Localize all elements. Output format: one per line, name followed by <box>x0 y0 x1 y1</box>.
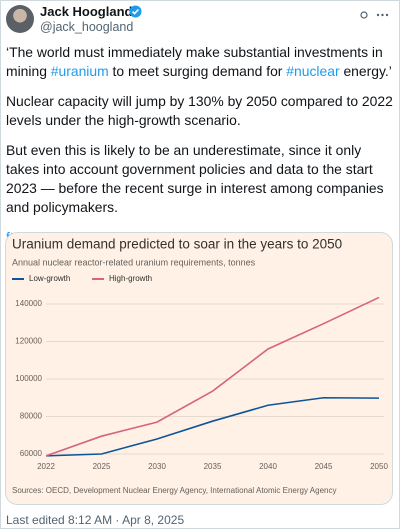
data-line <box>45 296 380 457</box>
x-tick-label: 2040 <box>259 462 277 471</box>
text: But even this is likely to be an underes… <box>6 142 384 215</box>
y-tick-label: 60000 <box>20 449 43 458</box>
x-tick-label: 2030 <box>148 462 166 471</box>
y-tick-label: 80000 <box>20 412 43 421</box>
chart-title: Uranium demand predicted to soar in the … <box>12 237 342 252</box>
x-tick-label: 2022 <box>37 462 55 471</box>
x-tick-label: 2050 <box>370 462 388 471</box>
legend-label: High-growth <box>109 274 152 283</box>
text: energy.’ <box>339 63 392 79</box>
avatar[interactable] <box>6 5 34 33</box>
paragraph: Nuclear capacity will jump by 130% by 20… <box>6 92 396 130</box>
legend-label: Low-growth <box>29 274 70 283</box>
x-tick-label: 2025 <box>93 462 111 471</box>
chart-source: Sources: OECD, Development Nuclear Energ… <box>12 486 336 495</box>
y-tick-label: 140000 <box>15 299 42 308</box>
tweet-timestamp: Last edited 8:12 AM · Apr 8, 2025 <box>6 513 185 527</box>
data-line <box>45 396 380 457</box>
y-tick-label: 100000 <box>15 374 42 383</box>
x-tick-label: 2045 <box>315 462 333 471</box>
tweet-text: ‘The world must immediately make substan… <box>6 43 396 258</box>
x-tick-label: 2035 <box>204 462 222 471</box>
verified-badge <box>129 5 142 18</box>
hashtag[interactable]: #uranium <box>50 63 109 79</box>
paragraph: But even this is likely to be an underes… <box>6 141 396 217</box>
author-name[interactable]: Jack Hoogland <box>40 4 133 19</box>
paragraph: ‘The world must immediately make substan… <box>6 43 396 81</box>
hashtag[interactable]: #nuclear <box>286 63 340 79</box>
text: to meet surging demand for <box>108 63 287 79</box>
author-handle[interactable]: @jack_hoogland <box>40 20 134 34</box>
y-tick-label: 120000 <box>15 337 42 346</box>
chart-card[interactable]: Uranium demand predicted to soar in the … <box>5 232 393 505</box>
text: ‘The world must immediately make substan… <box>6 44 383 79</box>
chart-subtitle: Annual nuclear reactor-related uranium r… <box>12 257 256 267</box>
text: Nuclear capacity will jump by 130% by 20… <box>6 93 393 128</box>
tweet-actions[interactable] <box>360 10 390 20</box>
